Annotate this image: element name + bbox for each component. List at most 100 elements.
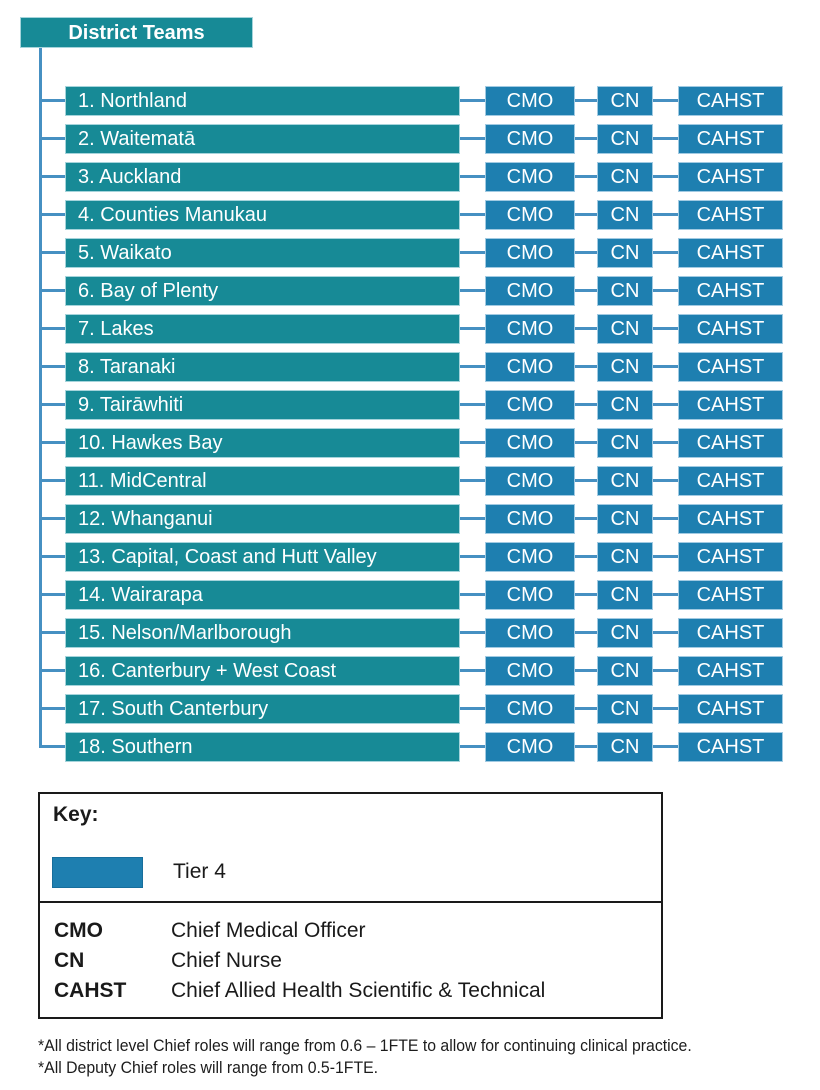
district-box: 3. Auckland bbox=[65, 162, 460, 192]
cn-box: CN bbox=[597, 314, 653, 344]
cn-connector-line bbox=[575, 137, 597, 140]
cahst-box: CAHST bbox=[678, 162, 783, 192]
cahst-box: CAHST bbox=[678, 428, 783, 458]
cn-box: CN bbox=[597, 580, 653, 610]
row-connector-line bbox=[40, 251, 65, 254]
footnote: *All Deputy Chief roles will range from … bbox=[38, 1058, 379, 1077]
cn-connector-line bbox=[575, 631, 597, 634]
cahst-connector-line bbox=[653, 137, 678, 140]
district-box: 11. MidCentral bbox=[65, 466, 460, 496]
district-row: 17. South Canterbury CMO CN CAHST bbox=[40, 694, 783, 724]
row-connector-line bbox=[40, 707, 65, 710]
district-label: 1. Northland bbox=[78, 90, 187, 112]
district-box: 14. Wairarapa bbox=[65, 580, 460, 610]
cn-connector-line bbox=[575, 441, 597, 444]
cn-box: CN bbox=[597, 276, 653, 306]
cahst-connector-line bbox=[653, 365, 678, 368]
cmo-connector-line bbox=[460, 289, 485, 292]
cahst-box: CAHST bbox=[678, 200, 783, 230]
cn-box: CN bbox=[597, 238, 653, 268]
key-tier-section: Key: Tier 4 bbox=[40, 794, 661, 903]
row-connector-line bbox=[40, 593, 65, 596]
cahst-connector-line bbox=[653, 289, 678, 292]
district-row: 11. MidCentral CMO CN CAHST bbox=[40, 466, 783, 496]
row-connector-line bbox=[40, 441, 65, 444]
district-row: 3. Auckland CMO CN CAHST bbox=[40, 162, 783, 192]
district-row: 14. Wairarapa CMO CN CAHST bbox=[40, 580, 783, 610]
tier-label: Tier 4 bbox=[173, 860, 226, 883]
district-row: 18. Southern CMO CN CAHST bbox=[40, 732, 783, 762]
abbreviation-code: CAHST bbox=[54, 979, 127, 1002]
key-panel: Key: Tier 4 CMO Chief Medical Officer CN Ch… bbox=[38, 792, 663, 1019]
cmo-box: CMO bbox=[485, 200, 575, 230]
cahst-connector-line bbox=[653, 669, 678, 672]
cmo-box: CMO bbox=[485, 656, 575, 686]
district-row: 4. Counties Manukau CMO CN CAHST bbox=[40, 200, 783, 230]
cmo-connector-line bbox=[460, 745, 485, 748]
cn-connector-line bbox=[575, 745, 597, 748]
district-box: 9. Tairāwhiti bbox=[65, 390, 460, 420]
district-row: 2. Waitematā CMO CN CAHST bbox=[40, 124, 783, 154]
district-label: 9. Tairāwhiti bbox=[78, 394, 184, 416]
cahst-box: CAHST bbox=[678, 238, 783, 268]
cn-connector-line bbox=[575, 365, 597, 368]
row-connector-line bbox=[40, 669, 65, 672]
cahst-box: CAHST bbox=[678, 580, 783, 610]
cmo-box: CMO bbox=[485, 694, 575, 724]
cmo-connector-line bbox=[460, 441, 485, 444]
row-connector-line bbox=[40, 289, 65, 292]
cmo-box: CMO bbox=[485, 276, 575, 306]
abbreviation-code: CMO bbox=[54, 919, 103, 942]
cmo-connector-line bbox=[460, 517, 485, 520]
footnotes: *All district level Chief roles will ran… bbox=[38, 1035, 820, 1079]
cn-box: CN bbox=[597, 86, 653, 116]
district-label: 6. Bay of Plenty bbox=[78, 280, 219, 302]
district-box: 5. Waikato bbox=[65, 238, 460, 268]
row-connector-line bbox=[40, 631, 65, 634]
cmo-connector-line bbox=[460, 669, 485, 672]
row-connector-line bbox=[40, 137, 65, 140]
cmo-box: CMO bbox=[485, 314, 575, 344]
district-box: 7. Lakes bbox=[65, 314, 460, 344]
row-connector-line bbox=[40, 327, 65, 330]
district-box: 6. Bay of Plenty bbox=[65, 276, 460, 306]
cn-box: CN bbox=[597, 504, 653, 534]
cahst-connector-line bbox=[653, 251, 678, 254]
cn-box: CN bbox=[597, 200, 653, 230]
cn-connector-line bbox=[575, 289, 597, 292]
trunk-connector-line bbox=[39, 48, 42, 748]
cmo-box: CMO bbox=[485, 124, 575, 154]
cn-connector-line bbox=[575, 555, 597, 558]
row-connector-line bbox=[40, 175, 65, 178]
cmo-box: CMO bbox=[485, 618, 575, 648]
district-label: 10. Hawkes Bay bbox=[78, 432, 223, 454]
cahst-connector-line bbox=[653, 745, 678, 748]
district-label: 15. Nelson/Marlborough bbox=[78, 622, 292, 644]
district-label: 13. Capital, Coast and Hutt Valley bbox=[78, 546, 377, 568]
district-label: 4. Counties Manukau bbox=[78, 204, 268, 226]
cn-connector-line bbox=[575, 479, 597, 482]
cn-connector-line bbox=[575, 213, 597, 216]
cn-box: CN bbox=[597, 466, 653, 496]
cahst-box: CAHST bbox=[678, 732, 783, 762]
district-box: 12. Whanganui bbox=[65, 504, 460, 534]
row-connector-line bbox=[40, 99, 65, 102]
key-abbreviation-section: CMO Chief Medical Officer CN Chief Nurse CAH… bbox=[40, 903, 661, 1006]
cmo-box: CMO bbox=[485, 390, 575, 420]
cmo-box: CMO bbox=[485, 504, 575, 534]
cmo-connector-line bbox=[460, 365, 485, 368]
district-label: 18. Southern bbox=[78, 736, 193, 758]
cn-box: CN bbox=[597, 162, 653, 192]
key-title: Key: bbox=[53, 803, 99, 826]
row-connector-line bbox=[40, 555, 65, 558]
cahst-connector-line bbox=[653, 631, 678, 634]
cn-box: CN bbox=[597, 694, 653, 724]
district-row: 9. Tairāwhiti CMO CN CAHST bbox=[40, 390, 783, 420]
district-label: 3. Auckland bbox=[78, 166, 182, 188]
cn-connector-line bbox=[575, 669, 597, 672]
cn-box: CN bbox=[597, 428, 653, 458]
cahst-box: CAHST bbox=[678, 352, 783, 382]
district-label: 5. Waikato bbox=[78, 242, 172, 264]
cmo-connector-line bbox=[460, 403, 485, 406]
cahst-connector-line bbox=[653, 707, 678, 710]
